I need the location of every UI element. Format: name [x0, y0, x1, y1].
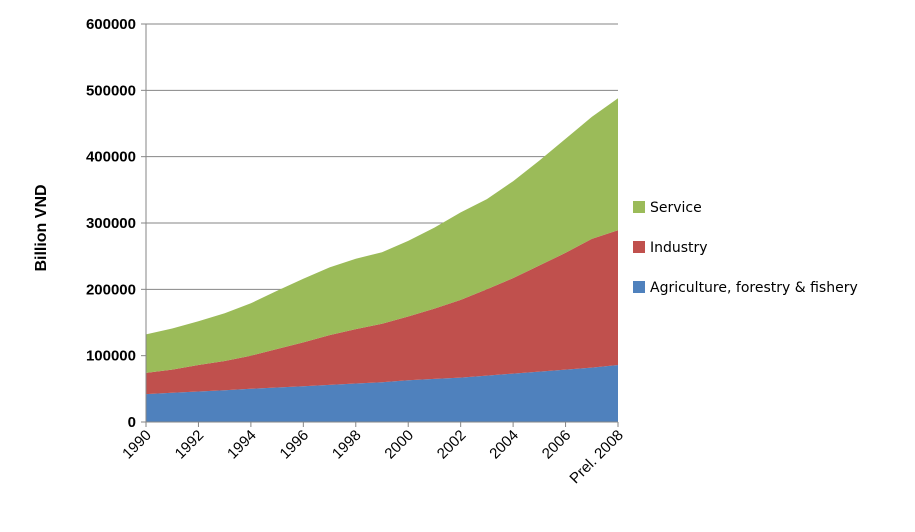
legend-label: Agriculture, forestry & fishery [650, 280, 858, 296]
legend-swatch [633, 201, 645, 213]
x-tick-label: 1990 [119, 427, 155, 463]
area-agriculture-forestry-fishery [146, 365, 618, 422]
x-tick-label: 1996 [277, 427, 313, 463]
x-tick-label: 2000 [381, 427, 417, 463]
y-tick-label: 200000 [86, 281, 136, 298]
y-tick-labels: 0 100000 200000 300000 400000 500000 600000 [86, 16, 136, 431]
x-tick-label: 2002 [434, 427, 470, 463]
legend: Service Industry Agriculture, forestry & f… [633, 200, 858, 296]
y-tick-label: 600000 [86, 16, 136, 33]
area-industry [146, 230, 618, 395]
area-series [146, 98, 618, 422]
y-tick-label: 0 [128, 414, 136, 431]
x-tick-labels: 1990 1992 1994 1996 1998 2000 2002 2004 2006Prel… [119, 427, 627, 487]
y-tick-label: 100000 [86, 348, 136, 365]
x-tick-label: 2006 [539, 427, 575, 463]
y-tick-label: 400000 [86, 149, 136, 166]
legend-label: Industry [650, 240, 708, 256]
x-tick-label: 1992 [172, 427, 208, 463]
x-tick-label: 1998 [329, 427, 365, 463]
y-tick-label: 300000 [86, 215, 136, 232]
legend-swatch [633, 281, 645, 293]
y-axis-label: Billion VND [33, 184, 50, 271]
area-service [146, 98, 618, 373]
x-tick-label: 2004 [486, 427, 522, 463]
legend-label: Service [650, 200, 702, 216]
legend-swatch [633, 241, 645, 253]
y-tick-label: 500000 [86, 82, 136, 99]
x-tick-label: 1994 [224, 427, 260, 463]
axes [141, 23, 619, 427]
x-tick-label: Prel. 2008 [566, 427, 626, 487]
